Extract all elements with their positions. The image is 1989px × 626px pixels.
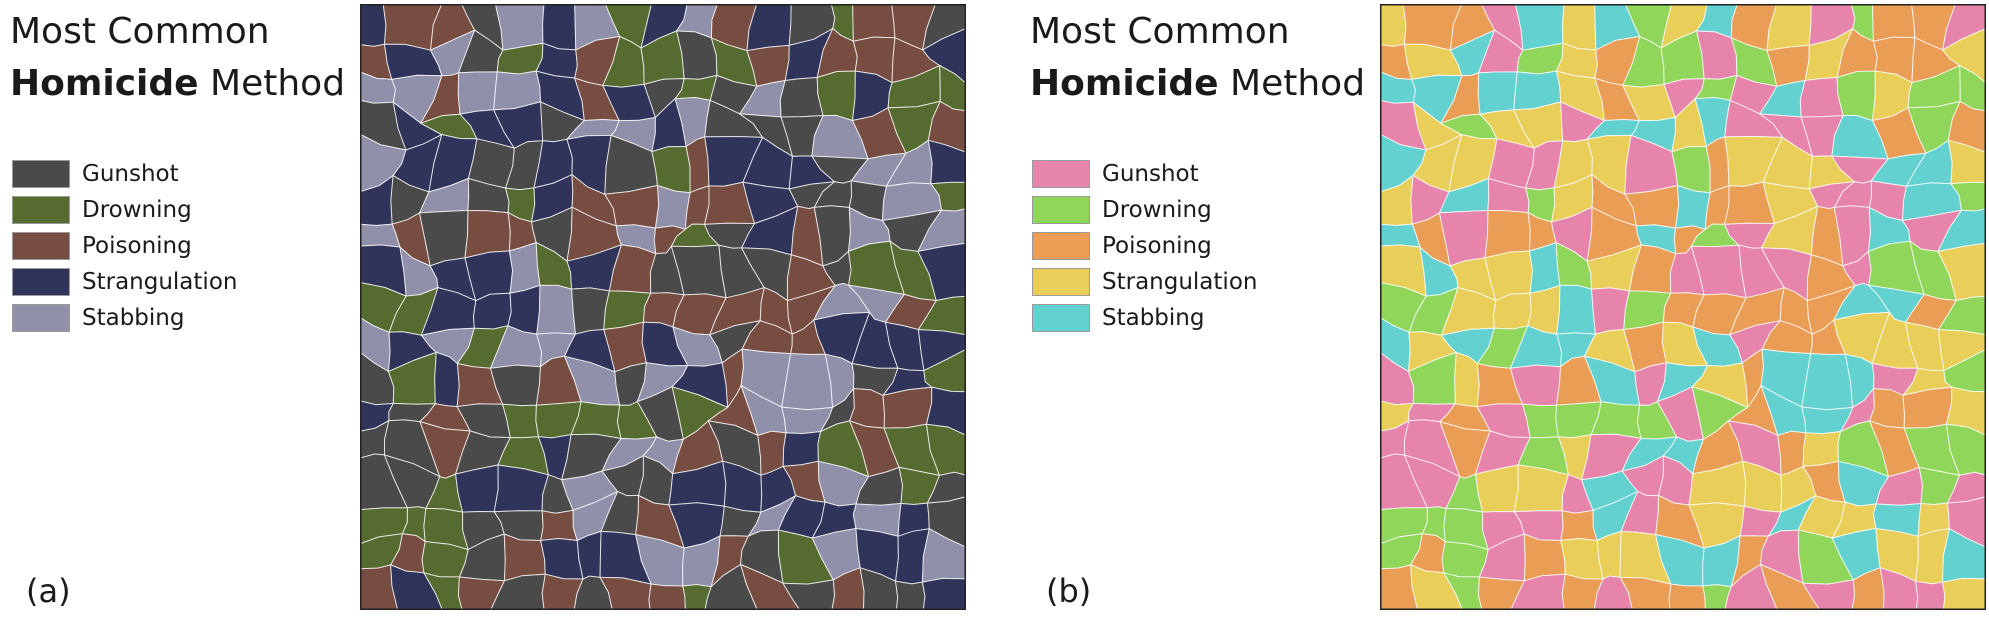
- legend-item-drowning: Drowning: [12, 192, 237, 228]
- county-region: [507, 284, 541, 335]
- legend-swatch: [12, 196, 70, 224]
- county-region: [464, 209, 511, 259]
- legend-label: Drowning: [82, 197, 192, 223]
- county-region: [1668, 583, 1706, 610]
- legend-swatch: [1032, 304, 1090, 332]
- county-region: [1801, 353, 1854, 411]
- map-title: Most Common Homicide Method: [1030, 6, 1365, 110]
- title-bold-word: Homicide: [1030, 63, 1219, 104]
- panel-label: (a): [26, 572, 71, 610]
- county-region: [1562, 4, 1597, 51]
- map-title: Most Common Homicide Method: [10, 6, 345, 110]
- legend-label: Strangulation: [82, 269, 238, 295]
- county-region: [781, 353, 834, 411]
- county-region: [360, 4, 387, 47]
- county-region: [1674, 184, 1711, 230]
- county-region: [1915, 580, 1946, 610]
- legend-item-gunshot: Gunshot: [1032, 156, 1257, 192]
- choropleth-map: [1380, 4, 1986, 610]
- county-region: [536, 284, 577, 335]
- county-region: [494, 4, 545, 51]
- legend-swatch: [12, 160, 70, 188]
- county-region: [542, 4, 577, 51]
- legend-item-stabbing: Stabbing: [12, 300, 237, 336]
- legend-label: Gunshot: [1102, 161, 1199, 187]
- county-region: [782, 431, 822, 467]
- county-region: [457, 71, 498, 115]
- map-frame: [360, 4, 966, 610]
- legend-swatch: [1032, 268, 1090, 296]
- county-region: [1514, 4, 1565, 51]
- county-region: [508, 241, 541, 294]
- title-bold-word: Homicide: [10, 63, 199, 104]
- legend-item-poisoning: Poisoning: [12, 228, 237, 264]
- county-region: [921, 577, 966, 610]
- legend-label: Poisoning: [82, 233, 192, 259]
- county-region: [1836, 70, 1876, 122]
- legend-swatch: [12, 232, 70, 260]
- panel-label: (b): [1046, 572, 1092, 610]
- legend-label: Gunshot: [82, 161, 179, 187]
- legend-label: Strangulation: [1102, 269, 1258, 295]
- county-region: [1560, 509, 1599, 542]
- county-region: [648, 583, 686, 610]
- county-region: [1484, 209, 1531, 259]
- county-region: [779, 76, 824, 118]
- county-region: [1802, 431, 1842, 467]
- choropleth-map: [360, 4, 966, 610]
- county-region: [1799, 76, 1844, 118]
- county-region: [895, 580, 926, 610]
- county-region: [503, 533, 546, 582]
- county-region: [816, 70, 856, 122]
- legend-item-stabbing: Stabbing: [1032, 300, 1257, 336]
- legend-label: Stabbing: [1102, 305, 1205, 331]
- county-region: [1902, 386, 1953, 429]
- county-region: [1872, 4, 1916, 42]
- legend-item-strangulation: Strangulation: [12, 264, 237, 300]
- legend: Gunshot Drowning Poisoning Strangulation…: [1032, 156, 1257, 336]
- map-frame: [1380, 4, 1986, 610]
- legend-swatch: [12, 268, 70, 296]
- legend-label: Drowning: [1102, 197, 1212, 223]
- panel-a: Most Common Homicide Method Gunshot Drow…: [0, 0, 994, 626]
- county-region: [1560, 537, 1604, 580]
- county-region: [540, 509, 579, 542]
- map-svg: [1380, 4, 1986, 610]
- panel-b: Most Common Homicide Method Gunshot Drow…: [1020, 0, 1989, 626]
- county-region: [1528, 241, 1561, 294]
- legend-label: Stabbing: [82, 305, 185, 331]
- county-region: [1556, 284, 1597, 335]
- legend-item-gunshot: Gunshot: [12, 156, 237, 192]
- title-rest: Method: [198, 63, 346, 104]
- county-region: [1523, 533, 1566, 582]
- legend-item-poisoning: Poisoning: [1032, 228, 1257, 264]
- title-line-1: Most Common: [10, 11, 270, 52]
- county-region: [654, 184, 691, 230]
- title-line-1: Most Common: [1030, 11, 1290, 52]
- county-region: [852, 4, 896, 42]
- county-region: [1527, 284, 1561, 335]
- title-line-2: Homicide Method: [10, 58, 345, 110]
- title-rest: Method: [1218, 63, 1366, 104]
- county-region: [882, 386, 933, 429]
- legend-item-drowning: Drowning: [1032, 192, 1257, 228]
- title-line-2: Homicide Method: [1030, 58, 1365, 110]
- legend-item-strangulation: Strangulation: [1032, 264, 1257, 300]
- legend: Gunshot Drowning Poisoning Strangulation…: [12, 156, 237, 336]
- county-region: [540, 537, 584, 580]
- legend-swatch: [1032, 232, 1090, 260]
- legend-label: Poisoning: [1102, 233, 1212, 259]
- county-region: [1477, 71, 1518, 115]
- legend-swatch: [12, 304, 70, 332]
- legend-swatch: [1032, 196, 1090, 224]
- county-region: [1941, 577, 1986, 610]
- legend-swatch: [1032, 160, 1090, 188]
- map-svg: [360, 4, 966, 610]
- county-region: [1380, 4, 1407, 47]
